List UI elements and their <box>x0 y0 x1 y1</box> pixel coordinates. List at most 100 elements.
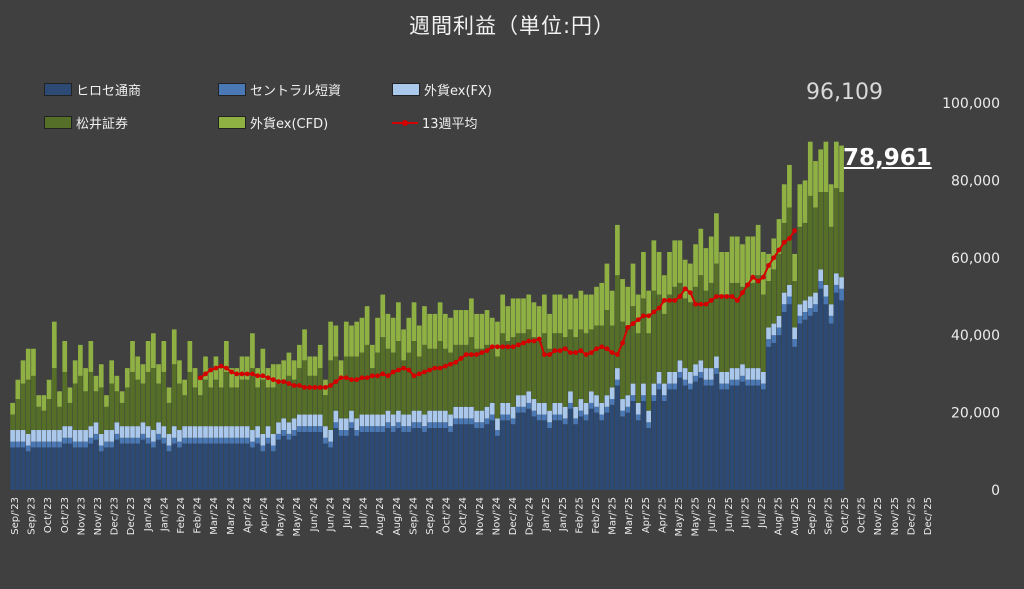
bar-segment <box>526 391 532 403</box>
bar-segment <box>291 379 297 419</box>
bar-segment <box>729 282 735 369</box>
bar-segment <box>729 379 735 386</box>
x-tick-label: Oct/'23 <box>43 497 54 533</box>
x-tick-label: Nov/'25 <box>890 497 901 535</box>
bar-segment <box>677 282 683 361</box>
average-point <box>260 373 266 379</box>
bar-segment <box>818 149 824 193</box>
bar-segment <box>484 418 490 425</box>
average-point <box>270 377 276 383</box>
bar-segment <box>682 368 688 380</box>
bar-segment <box>307 356 313 376</box>
x-tick-label: Feb/'24 <box>176 497 187 534</box>
bar-segment <box>171 426 177 438</box>
bar-segment <box>505 341 511 403</box>
bar-segment <box>437 302 443 342</box>
bar-segment <box>229 387 234 427</box>
average-point <box>641 313 646 319</box>
bar-segment <box>469 406 474 419</box>
bar-segment <box>317 431 323 490</box>
bar-segment <box>437 341 443 411</box>
bar-segment <box>776 219 782 254</box>
x-tick-label: Apr/'24 <box>242 497 253 533</box>
bar-segment <box>489 420 495 490</box>
bar-segment <box>604 412 610 490</box>
bar-segment <box>250 430 255 442</box>
bar-segment <box>766 339 771 347</box>
bar-segment <box>10 441 15 448</box>
bar-segment <box>625 325 631 396</box>
bar-segment <box>375 317 380 353</box>
bar-segment <box>740 375 745 382</box>
bar-segment <box>615 224 620 276</box>
bar-segment <box>41 430 47 442</box>
bar-segment <box>588 408 594 490</box>
chart-title: 週間利益（単位:円） <box>408 14 616 38</box>
bar-segment <box>792 346 797 490</box>
average-point <box>661 297 667 303</box>
bar-segment <box>192 426 198 438</box>
bar-segment <box>646 422 651 429</box>
bar-segment <box>781 184 787 223</box>
bar-segment <box>693 244 698 287</box>
bar-segment <box>453 344 459 407</box>
average-point <box>620 340 625 346</box>
bar-segment <box>761 251 766 295</box>
bar-segment <box>583 420 589 490</box>
bar-segment <box>719 389 724 490</box>
average-point <box>385 373 391 379</box>
bar-segment <box>114 391 120 423</box>
bar-segment <box>792 253 797 282</box>
bar-segment <box>719 294 724 372</box>
bar-segment <box>380 414 386 427</box>
bar-segment <box>276 439 281 490</box>
bar-segment <box>698 228 704 276</box>
bar-segment <box>599 402 605 415</box>
x-tick-label: Sep/'25 <box>823 497 834 535</box>
bar-segment <box>187 426 193 438</box>
bar-segment <box>406 414 412 427</box>
bar-segment <box>276 422 281 434</box>
bar-segment <box>761 383 766 390</box>
bar-segment <box>197 379 203 396</box>
bar-segment <box>78 430 83 442</box>
bar-segment <box>682 259 688 299</box>
bar-segment <box>641 251 646 299</box>
bar-segment <box>385 422 391 429</box>
x-tick-label: Apr/'25 <box>657 497 668 533</box>
average-point <box>568 350 573 356</box>
bar-segment <box>442 313 448 349</box>
average-point <box>693 301 698 307</box>
bar-segment <box>114 439 120 490</box>
bar-segment <box>20 430 26 442</box>
bar-segment <box>515 395 521 407</box>
average-point <box>552 348 558 354</box>
bar-segment <box>521 395 526 407</box>
bar-segment <box>422 426 427 432</box>
bar-segment <box>531 302 537 338</box>
bar-segment <box>291 430 297 436</box>
bar-segment <box>787 296 792 305</box>
bar-segment <box>182 395 187 427</box>
bar-segment <box>734 282 740 369</box>
average-point <box>463 352 469 357</box>
average-point <box>760 274 766 280</box>
peak-value-annotation: 96,109 <box>806 80 883 105</box>
x-tick-label: Sep/'23 <box>10 497 21 535</box>
bar-segment <box>177 383 182 431</box>
x-tick-label: Dec/'23 <box>110 497 121 535</box>
bar-segment <box>458 424 464 490</box>
bar-segment <box>729 385 735 490</box>
bar-segment <box>255 443 260 490</box>
bar-segment <box>547 348 552 411</box>
bar-segment <box>719 383 724 390</box>
bar-segment <box>244 443 250 490</box>
bar-segment <box>250 333 255 369</box>
bar-segment <box>359 352 365 415</box>
bar-segment <box>776 327 782 336</box>
x-tick-label: May/'25 <box>674 497 685 537</box>
bar-segment <box>813 304 818 312</box>
bar-segment <box>396 410 401 423</box>
average-point <box>599 344 605 350</box>
bar-segment <box>114 422 120 434</box>
